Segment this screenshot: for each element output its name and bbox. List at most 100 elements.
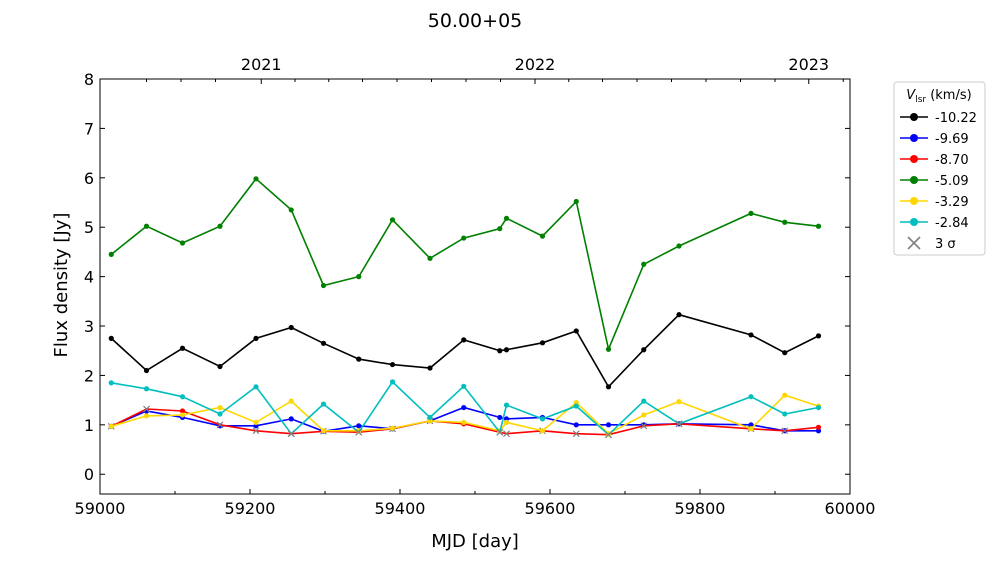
data-point (427, 414, 433, 421)
data-point (179, 345, 186, 351)
data-point (815, 223, 822, 229)
legend-box (893, 81, 986, 256)
series-1 (108, 404, 822, 434)
upper-limit-marker (252, 427, 260, 435)
legend-swatch-marker (910, 134, 918, 142)
data-point (573, 403, 579, 409)
x-tick-label: 59200 (225, 499, 276, 518)
data-point (605, 384, 612, 390)
data-point (179, 408, 186, 414)
data-point (497, 414, 503, 421)
y-axis-label: Flux density [Jy] (51, 213, 72, 358)
legend-title-sub: lsr (915, 95, 926, 105)
data-point (461, 404, 467, 411)
data-point (179, 412, 186, 418)
data-point (605, 346, 612, 352)
legend-title-unit: (km/s) (926, 88, 972, 103)
data-point (427, 365, 433, 371)
y-tick-label: 2 (84, 366, 94, 385)
x-tick-label: 59000 (75, 499, 126, 518)
upper-limit-marker (496, 428, 504, 436)
data-point (288, 207, 294, 213)
data-point (389, 361, 396, 368)
data-point (288, 398, 294, 404)
data-point (320, 401, 327, 407)
data-point (748, 426, 754, 432)
legend-label: -3.29 (935, 195, 969, 210)
data-point (461, 337, 467, 343)
data-point (217, 363, 223, 370)
data-point (288, 416, 294, 422)
legend-label-limit: 3 σ (935, 237, 956, 252)
data-point (217, 404, 223, 411)
data-point (288, 324, 294, 331)
data-point (389, 217, 396, 223)
legend-label: -10.22 (935, 111, 977, 126)
y-tick-label: 6 (84, 169, 94, 188)
data-point (641, 412, 647, 418)
legend-entries: -10.22 -9.69 -8.70 -5.09 -3.29 -2.84 3 σ (900, 111, 977, 252)
data-point (320, 282, 327, 289)
data-point (497, 226, 503, 232)
legend-swatch-marker (910, 176, 918, 184)
x-axis: 59000 59200 59400 59600 59800 60000 (75, 489, 876, 518)
y-tick-label: 3 (84, 317, 94, 336)
legend-label: -8.70 (935, 153, 969, 168)
data-point (108, 251, 114, 257)
legend-swatch-marker (910, 218, 918, 226)
data-point (815, 404, 822, 411)
y-tick-label: 4 (84, 268, 94, 287)
data-point (573, 198, 579, 205)
data-point (179, 394, 186, 400)
x-tick-label: 59800 (675, 499, 726, 518)
data-point (573, 328, 579, 334)
upper-limit-marker (355, 428, 363, 436)
data-point (320, 340, 327, 346)
legend-title: Vlsr (km/s) (906, 88, 971, 105)
data-point (782, 392, 788, 398)
data-point (748, 332, 754, 338)
upper-limit-marker (572, 430, 580, 438)
data-point (641, 261, 647, 267)
legend-entry: -8.70 (900, 153, 969, 168)
x-tick-label: 59400 (375, 499, 426, 518)
upper-limit-marker (287, 430, 295, 438)
legend-label: -9.69 (935, 132, 969, 147)
data-point (143, 386, 150, 392)
legend: Vlsr (km/s) -10.22 -9.69 -8.70 -5.09 -3.29 -2… (893, 81, 986, 256)
legend-entry: -5.09 (900, 174, 969, 189)
data-point (253, 176, 259, 182)
data-point (503, 419, 510, 425)
data-point (539, 233, 546, 239)
upper-limit-marker (640, 422, 648, 430)
data-point (641, 398, 647, 404)
legend-label: -2.84 (935, 216, 969, 231)
data-point (748, 210, 754, 216)
data-point (217, 411, 223, 417)
upper-limit-marker (503, 430, 510, 438)
y-tick-label: 1 (84, 416, 94, 435)
data-point (143, 223, 150, 229)
upper-limit-marker (605, 431, 612, 439)
legend-entry: -2.84 (900, 216, 969, 231)
top-tick-label: 2021 (241, 55, 282, 74)
data-point (539, 416, 546, 422)
data-point (503, 402, 510, 408)
data-point (503, 347, 510, 353)
top-tick-label: 2022 (515, 55, 556, 74)
y-tick-label: 7 (84, 119, 94, 138)
plot-area (99, 78, 851, 495)
x-tick-label: 60000 (825, 499, 876, 518)
plot-frame (99, 78, 851, 495)
data-point (143, 367, 150, 374)
legend-entry: -9.69 (900, 132, 969, 147)
data-point (461, 235, 467, 241)
data-point (641, 347, 647, 353)
data-point (356, 423, 362, 429)
data-point (573, 422, 579, 428)
legend-entry-limit: 3 σ (907, 236, 956, 252)
data-point (676, 312, 682, 318)
data-point (108, 423, 114, 429)
upper-limit-marker (143, 405, 150, 413)
